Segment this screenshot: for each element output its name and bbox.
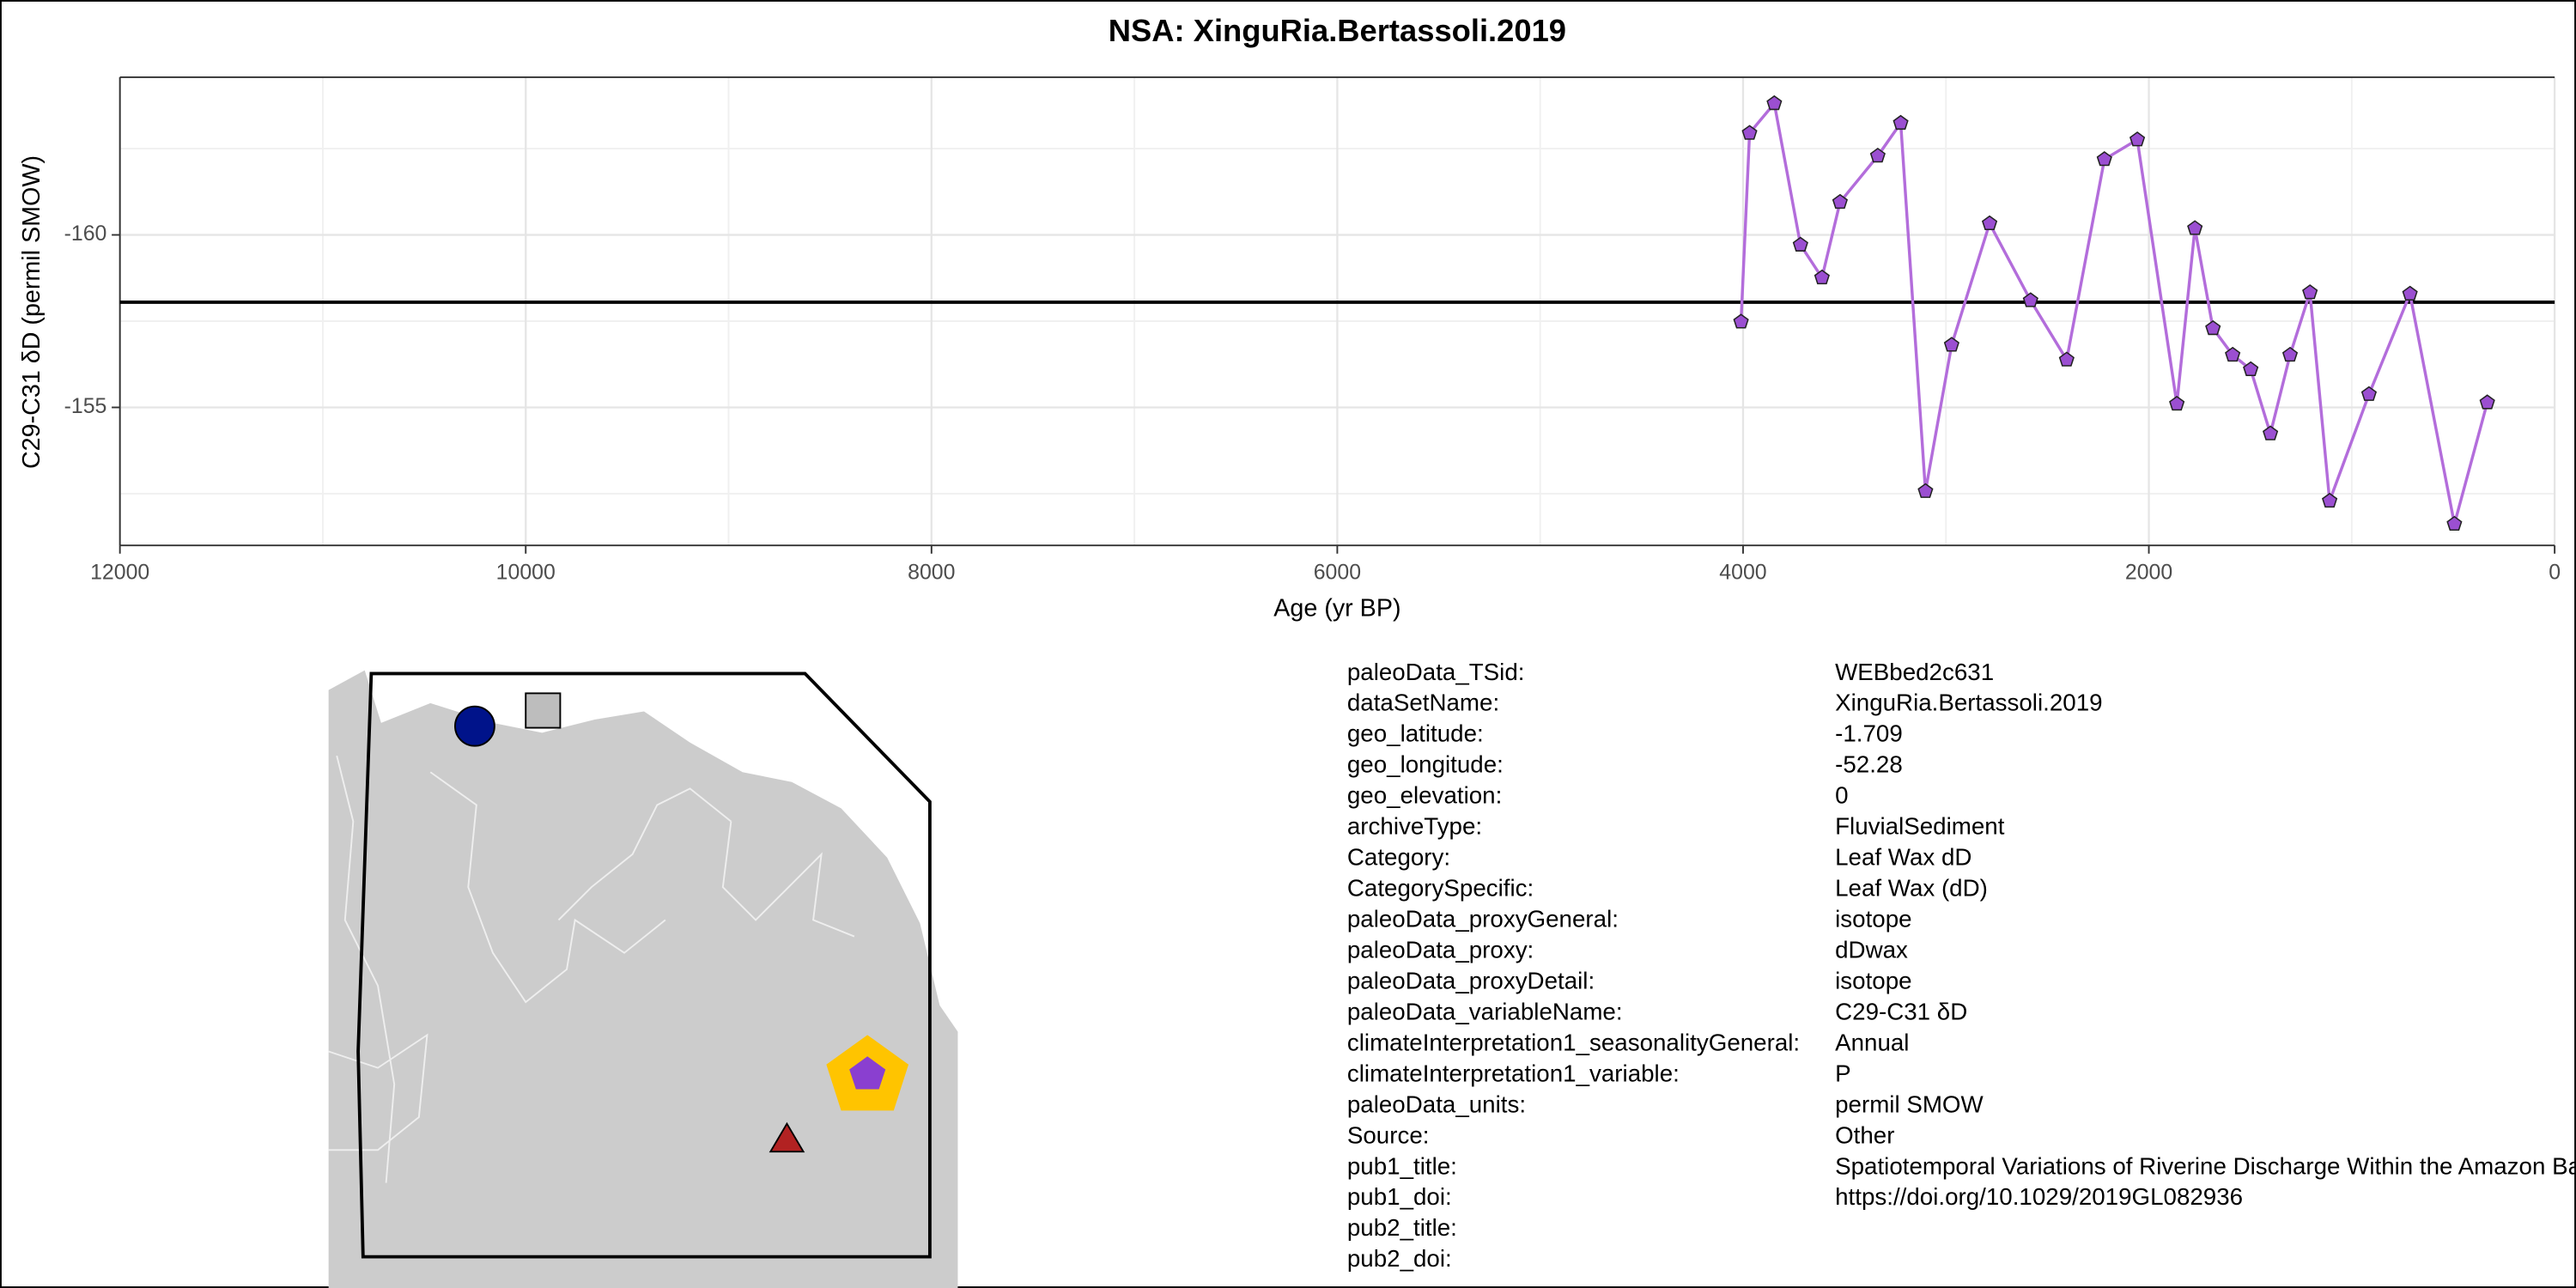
metadata-key: geo_latitude: bbox=[1347, 720, 1484, 747]
data-point bbox=[1792, 236, 1808, 252]
data-line bbox=[1739, 100, 2489, 525]
metadata-key: pub2_title: bbox=[1347, 1214, 1457, 1241]
metadata-key: pub2_doi: bbox=[1347, 1245, 1452, 1272]
data-point bbox=[2243, 361, 2259, 377]
metadata-value: isotope bbox=[1835, 967, 1911, 993]
plot-area: 12000 10000 8000 6000 4000 2000 0 -160 -155 bbox=[64, 76, 2561, 584]
data-point bbox=[1741, 125, 1758, 140]
data-point bbox=[2446, 515, 2463, 532]
metadata-key: Source: bbox=[1347, 1121, 1430, 1148]
metadata-key: climateInterpretation1_variable: bbox=[1347, 1060, 1680, 1086]
site-marker bbox=[454, 705, 495, 747]
metadata-value: C29-C31 δD bbox=[1835, 998, 1967, 1024]
metadata-value: Other bbox=[1835, 1121, 1894, 1148]
metadata-key: CategorySpecific: bbox=[1347, 875, 1534, 902]
data-point bbox=[2058, 351, 2075, 367]
data-point bbox=[1893, 114, 1909, 131]
metadata-key: geo_elevation: bbox=[1347, 782, 1502, 809]
metadata-value: https://doi.org/10.1029/2019GL082936 bbox=[1835, 1183, 2243, 1210]
metadata-table: paleoData_TSid: WEBbed2c631 dataSetName: Xi… bbox=[1347, 659, 2576, 1272]
metadata-value: XinguRia.Bertassoli.2019 bbox=[1835, 690, 2102, 716]
metadata-value: Spatiotemporal Variations of Riverine Di… bbox=[1835, 1152, 2576, 1179]
metadata-value: Leaf Wax dD bbox=[1835, 844, 1971, 871]
metadata-value: Leaf Wax (dD) bbox=[1835, 875, 1988, 902]
data-point bbox=[2263, 425, 2279, 440]
metadata-value: dDwax bbox=[1835, 936, 1908, 963]
y-tick-label: -155 bbox=[64, 394, 107, 418]
metadata-value: -52.28 bbox=[1835, 751, 1903, 778]
data-point bbox=[2402, 285, 2418, 301]
data-point bbox=[2479, 394, 2495, 410]
site-marker bbox=[849, 1056, 886, 1090]
x-tick-label: 6000 bbox=[1314, 560, 1361, 584]
x-tick-label: 4000 bbox=[1719, 560, 1766, 584]
chart-title: NSA: XinguRia.Bertassoli.2019 bbox=[1109, 13, 1566, 48]
data-point bbox=[2205, 319, 2221, 336]
site-marker bbox=[769, 1121, 805, 1153]
data-point bbox=[1917, 483, 1934, 498]
map-extent bbox=[356, 671, 932, 1259]
data-point bbox=[2360, 386, 2378, 401]
data-point bbox=[2169, 395, 2185, 411]
metadata-value: -1.709 bbox=[1835, 720, 1903, 747]
metadata-key: archiveType: bbox=[1347, 813, 1482, 840]
metadata-key: paleoData_variableName: bbox=[1347, 998, 1623, 1024]
data-point bbox=[1869, 147, 1886, 163]
metadata-key: geo_longitude: bbox=[1347, 751, 1504, 778]
data-point bbox=[1981, 215, 1998, 231]
data-point bbox=[1733, 313, 1749, 329]
metadata-key: paleoData_units: bbox=[1347, 1091, 1526, 1117]
data-point bbox=[1766, 94, 1783, 111]
metadata-key: pub1_title: bbox=[1347, 1152, 1457, 1179]
metadata-key: paleoData_proxyDetail: bbox=[1347, 967, 1595, 993]
metadata-key: dataSetName: bbox=[1347, 690, 1499, 716]
y-tick-label: -160 bbox=[64, 222, 107, 246]
metadata-value: P bbox=[1835, 1060, 1850, 1086]
y-axis-label: C29-C31 δD (permil SMOW) bbox=[18, 155, 46, 469]
land bbox=[328, 670, 958, 1288]
data-point bbox=[2281, 346, 2299, 362]
borders bbox=[328, 755, 855, 1183]
metadata-key: Category: bbox=[1347, 844, 1450, 871]
data-point bbox=[2096, 151, 2112, 167]
data-point bbox=[2225, 346, 2241, 362]
data-point bbox=[1814, 269, 1830, 285]
metadata-value: FluvialSediment bbox=[1835, 813, 2005, 840]
metadata-key: paleoData_proxy: bbox=[1347, 936, 1534, 963]
data-point bbox=[2321, 492, 2338, 508]
metadata-value: Annual bbox=[1835, 1029, 1909, 1055]
metadata-value: 0 bbox=[1835, 782, 1848, 809]
data-point bbox=[2129, 131, 2146, 147]
metadata-key: paleoData_TSid: bbox=[1347, 659, 1525, 685]
x-tick-label: 2000 bbox=[2125, 560, 2172, 584]
x-tick-label: 10000 bbox=[496, 560, 556, 584]
data-point bbox=[2187, 220, 2203, 235]
x-tick-label: 12000 bbox=[90, 560, 149, 584]
metadata-value: isotope bbox=[1835, 906, 1911, 933]
data-point bbox=[1832, 193, 1849, 210]
metadata-value: WEBbed2c631 bbox=[1835, 659, 1994, 685]
metadata-key: climateInterpretation1_seasonalityGenera… bbox=[1347, 1029, 1800, 1055]
map bbox=[328, 670, 958, 1288]
metadata-value: permil SMOW bbox=[1835, 1091, 1984, 1117]
x-axis-label: Age (yr BP) bbox=[1273, 594, 1400, 622]
site-marker bbox=[525, 692, 562, 729]
x-tick-label: 0 bbox=[2549, 560, 2561, 584]
metadata-key: pub1_doi: bbox=[1347, 1183, 1452, 1210]
data-point bbox=[1943, 337, 1959, 352]
data-point bbox=[2022, 292, 2038, 307]
data-point bbox=[2302, 284, 2318, 300]
x-tick-label: 8000 bbox=[908, 560, 955, 584]
metadata-key: paleoData_proxyGeneral: bbox=[1347, 906, 1619, 933]
